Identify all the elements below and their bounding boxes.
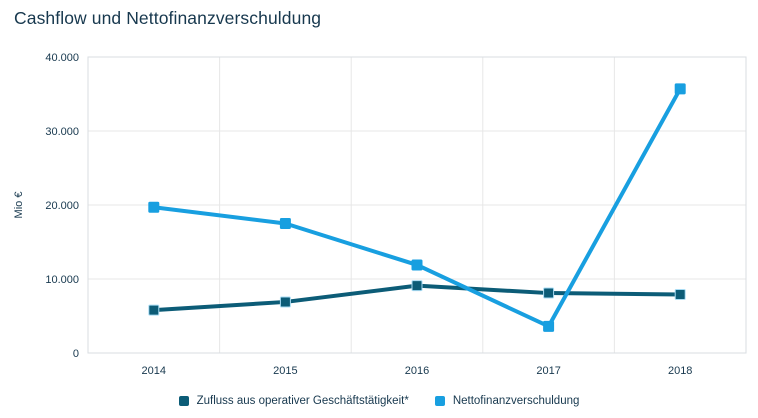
plot-border bbox=[87, 56, 747, 354]
data-point-marker bbox=[148, 201, 160, 213]
y-axis-tick-label: 10.000 bbox=[45, 274, 79, 286]
x-axis-tick-label: 2016 bbox=[405, 365, 429, 377]
x-axis-tick-label: 2018 bbox=[668, 365, 692, 377]
data-point-marker bbox=[148, 304, 160, 316]
data-point-marker bbox=[279, 218, 291, 229]
legend-swatch-icon bbox=[434, 396, 445, 406]
data-point-marker bbox=[674, 83, 686, 95]
chart-title: Cashflow und Nettofinanzverschuldung bbox=[14, 8, 322, 28]
legend-label: Zufluss aus operativer Geschäftstätigkei… bbox=[196, 395, 409, 407]
legend-item-0[interactable]: Zufluss aus operativer Geschäftstätigkei… bbox=[178, 395, 409, 407]
data-point-marker bbox=[411, 280, 423, 292]
x-axis-tick-label: 2014 bbox=[142, 365, 166, 377]
data-point-marker bbox=[411, 259, 423, 271]
y-axis-tick-label: 20.000 bbox=[45, 200, 79, 212]
data-point-marker bbox=[279, 296, 291, 308]
x-axis-tick-label: 2015 bbox=[273, 365, 297, 377]
y-axis-tick-label: 0 bbox=[73, 348, 79, 360]
legend-swatch-icon bbox=[178, 396, 189, 406]
legend-item-1[interactable]: Nettofinanzverschuldung bbox=[434, 395, 580, 407]
data-point-marker bbox=[543, 287, 555, 299]
data-point-marker bbox=[674, 289, 686, 301]
legend-label: Nettofinanzverschuldung bbox=[452, 395, 580, 407]
y-axis-tick-label: 30.000 bbox=[45, 126, 79, 138]
x-axis-tick-label: 2017 bbox=[536, 365, 560, 377]
chart-legend: Zufluss aus operativer Geschäftstätigkei… bbox=[0, 395, 758, 407]
y-axis-tick-label: 40.000 bbox=[45, 52, 79, 64]
data-point-marker bbox=[543, 320, 555, 332]
